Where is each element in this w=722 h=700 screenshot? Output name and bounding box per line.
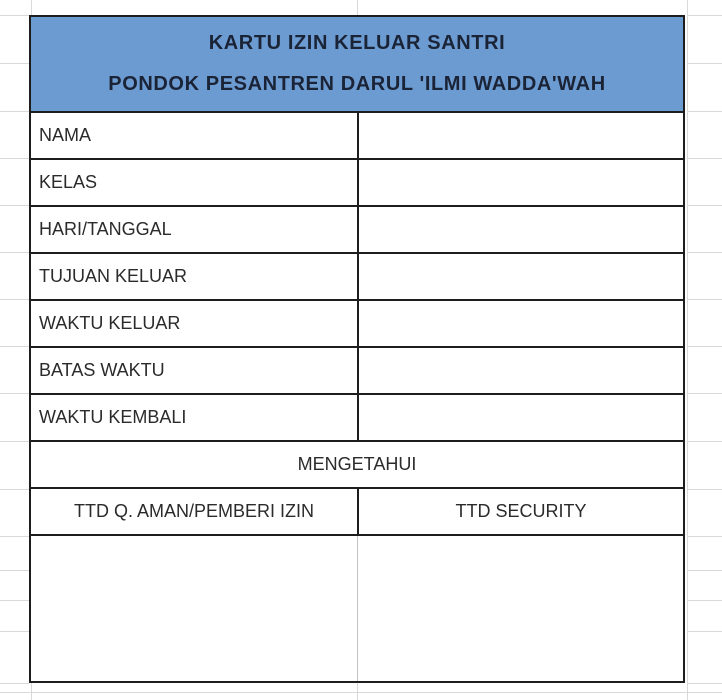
field-label: WAKTU KEMBALI	[31, 395, 359, 440]
field-label: KELAS	[31, 160, 359, 205]
field-value-cell[interactable]	[359, 348, 683, 393]
spreadsheet-gridline	[687, 205, 722, 206]
spreadsheet-gridline	[31, 683, 32, 700]
spreadsheet-gridline	[687, 536, 722, 537]
field-value-cell[interactable]	[359, 113, 683, 158]
spreadsheet-gridline	[0, 111, 29, 112]
signature-label-security: TTD SECURITY	[455, 501, 587, 521]
spreadsheet-gridline	[687, 252, 722, 253]
spreadsheet-gridline	[687, 683, 722, 684]
spreadsheet-gridline	[0, 15, 29, 16]
field-label: WAKTU KELUAR	[31, 301, 359, 346]
spreadsheet-gridline	[687, 600, 722, 601]
field-value-cell[interactable]	[359, 395, 683, 440]
spreadsheet-gridline	[0, 570, 29, 571]
field-value-cell[interactable]	[359, 254, 683, 299]
field-row-hari-tanggal: HARI/TANGGAL	[31, 207, 683, 254]
signature-label-row: TTD Q. AMAN/PEMBERI IZIN TTD SECURITY	[31, 489, 683, 536]
field-label: BATAS WAKTU	[31, 348, 359, 393]
field-label: TUJUAN KELUAR	[31, 254, 359, 299]
field-value-cell[interactable]	[359, 301, 683, 346]
spreadsheet-gridline	[0, 252, 29, 253]
field-row-waktu-kembali: WAKTU KEMBALI	[31, 395, 683, 442]
field-value-cell[interactable]	[359, 207, 683, 252]
field-label: HARI/TANGGAL	[31, 207, 359, 252]
spreadsheet-gridline	[0, 683, 29, 684]
section-title: MENGETAHUI	[297, 454, 417, 474]
spreadsheet-gridline	[357, 683, 358, 700]
spreadsheet-gridline	[687, 631, 722, 632]
card-subtitle: PONDOK PESANTREN DARUL 'ILMI WADDA'WAH	[108, 73, 606, 95]
card-title: KARTU IZIN KELUAR SANTRI	[208, 32, 506, 54]
spreadsheet-gridline	[0, 63, 29, 64]
signature-space-security[interactable]	[358, 536, 683, 681]
section-title-row: MENGETAHUI	[31, 442, 683, 489]
spreadsheet-gridline	[687, 570, 722, 571]
signature-area	[31, 536, 683, 681]
field-label: NAMA	[31, 113, 359, 158]
spreadsheet-gridline	[687, 111, 722, 112]
spreadsheet-gridline	[0, 536, 29, 537]
spreadsheet-gridline	[357, 0, 358, 15]
field-value-cell[interactable]	[359, 160, 683, 205]
spreadsheet-gridline	[687, 441, 722, 442]
spreadsheet-gridline	[687, 299, 722, 300]
spreadsheet-gridline	[0, 299, 29, 300]
field-row-batas-waktu: BATAS WAKTU	[31, 348, 683, 395]
signature-space-pemberi-izin[interactable]	[31, 536, 358, 681]
field-row-nama: NAMA	[31, 113, 683, 160]
spreadsheet-gridline	[687, 489, 722, 490]
spreadsheet-gridline	[0, 393, 29, 394]
spreadsheet-gridline	[0, 441, 29, 442]
spreadsheet-gridline	[687, 393, 722, 394]
spreadsheet-gridline	[687, 0, 688, 700]
spreadsheet-gridline	[0, 600, 29, 601]
permit-card-table: KARTU IZIN KELUAR SANTRI PONDOK PESANTRE…	[29, 15, 685, 683]
spreadsheet-gridline	[687, 15, 722, 16]
spreadsheet-gridline	[0, 489, 29, 490]
field-row-kelas: KELAS	[31, 160, 683, 207]
spreadsheet-gridline	[0, 205, 29, 206]
spreadsheet-gridline	[0, 692, 722, 693]
field-row-waktu-keluar: WAKTU KELUAR	[31, 301, 683, 348]
spreadsheet-gridline	[0, 346, 29, 347]
spreadsheet-gridline	[687, 158, 722, 159]
spreadsheet-gridline	[687, 346, 722, 347]
field-row-tujuan-keluar: TUJUAN KELUAR	[31, 254, 683, 301]
spreadsheet-gridline	[0, 158, 29, 159]
spreadsheet-gridline	[0, 631, 29, 632]
card-header: KARTU IZIN KELUAR SANTRI PONDOK PESANTRE…	[31, 17, 683, 113]
signature-label-pemberi-izin: TTD Q. AMAN/PEMBERI IZIN	[31, 489, 359, 534]
spreadsheet-gridline	[31, 0, 32, 15]
spreadsheet-gridline	[687, 63, 722, 64]
